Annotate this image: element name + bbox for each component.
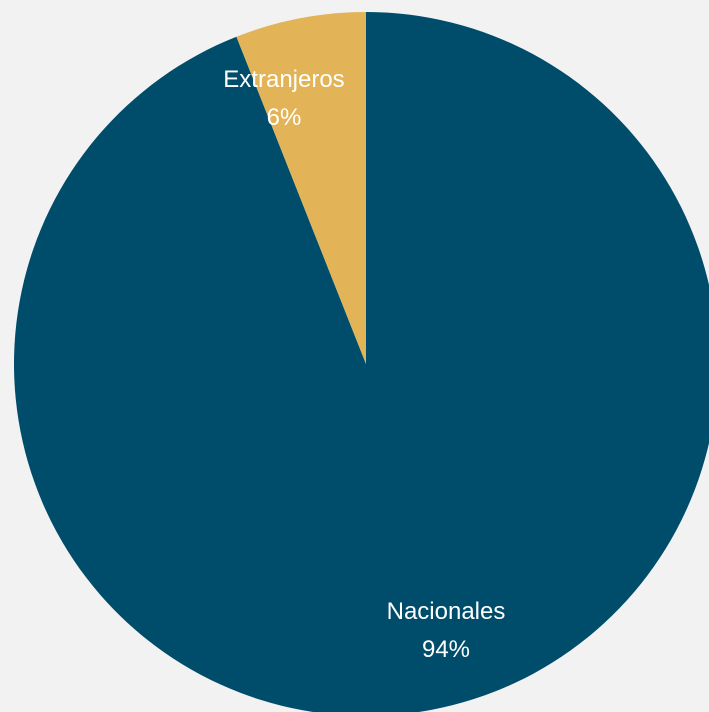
slice-percent-extranjeros: 6% — [267, 104, 302, 131]
pie-slice-extranjeros — [236, 12, 366, 364]
pie-slice-nacionales — [14, 12, 709, 712]
slice-label-nacionales: Nacionales — [387, 598, 506, 625]
slice-label-extranjeros: Extranjeros — [223, 66, 344, 93]
pie-labels: Nacionales 94% Extranjeros 6% — [223, 66, 505, 663]
slice-percent-nacionales: 94% — [422, 636, 470, 663]
pie-slices — [14, 12, 709, 712]
